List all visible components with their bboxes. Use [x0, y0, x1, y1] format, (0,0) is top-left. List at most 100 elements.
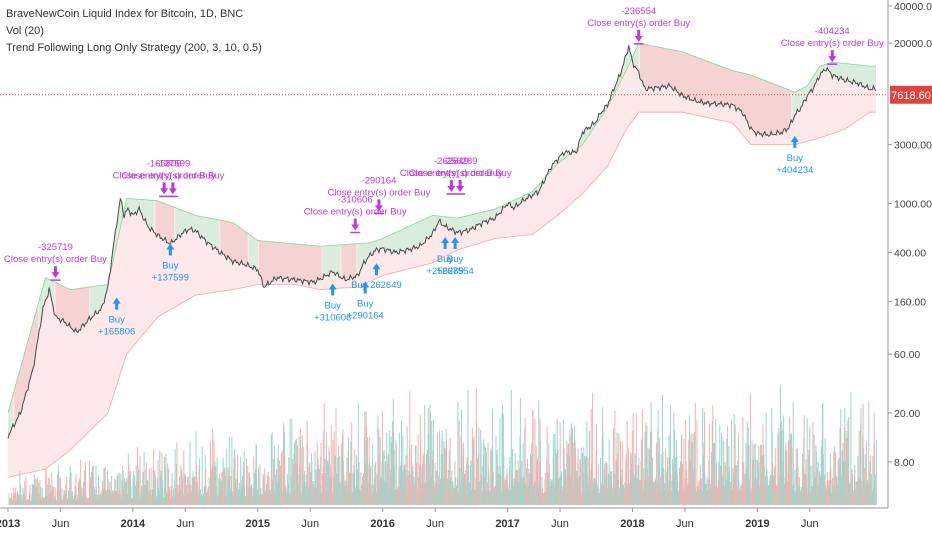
volume-bar	[852, 473, 854, 505]
volume-bar	[704, 411, 705, 505]
volume-bar	[36, 486, 37, 505]
band-fill-13	[640, 43, 792, 135]
volume-bar	[834, 446, 836, 505]
volume-bar	[541, 476, 543, 505]
volume-bar	[617, 453, 618, 505]
volume-bar	[863, 448, 865, 505]
volume-bar	[822, 454, 824, 505]
volume-bar	[537, 458, 538, 505]
volume-bar	[199, 458, 201, 505]
volume-bar	[212, 429, 214, 505]
volume-bar	[424, 404, 426, 505]
volume-bar	[352, 472, 354, 505]
close-label: Close entry(s) order Buy	[587, 18, 690, 29]
volume-bar	[351, 422, 353, 505]
close-arrow	[447, 179, 456, 192]
upper-band-line	[7, 42, 876, 414]
volume-bar	[770, 474, 771, 505]
volume-bar	[500, 475, 502, 505]
volume-bar	[398, 432, 400, 505]
volume-bar	[614, 410, 616, 505]
volume-bar	[165, 453, 167, 505]
volume-bar	[416, 463, 418, 505]
volume-bar	[592, 392, 594, 505]
volume-bar	[788, 440, 790, 505]
volume-bars	[8, 385, 877, 505]
volume-bar	[848, 417, 850, 505]
volume-bar	[402, 435, 404, 505]
volume-bar	[461, 471, 463, 505]
volume-bar	[45, 470, 47, 505]
close-arrow	[374, 199, 383, 212]
volume-bar	[636, 478, 638, 505]
volume-bar	[604, 463, 606, 505]
buy-label: +137599	[152, 272, 189, 283]
volume-bar	[634, 456, 636, 505]
volume-bar	[381, 411, 383, 505]
buy-arrow	[790, 135, 799, 148]
volume-bar	[694, 403, 696, 505]
buy-label: +310606	[314, 313, 351, 324]
volume-bar	[68, 490, 70, 505]
volume-bar	[250, 486, 252, 505]
volume-bar	[858, 430, 860, 505]
volume-bar	[632, 413, 634, 505]
volume-bar	[193, 476, 195, 505]
chart-legend: BraveNewCoin Liquid Index for Bitcoin, 1…	[6, 6, 262, 57]
volume-bar	[535, 445, 537, 505]
volume-bar	[36, 476, 38, 505]
volume-bar	[358, 462, 360, 505]
volume-bar	[138, 470, 140, 505]
volume-bar	[405, 475, 407, 505]
volume-bar	[415, 445, 417, 505]
buy-marker-0: Buy+165806	[98, 297, 135, 338]
volume-bar	[31, 483, 33, 505]
volume-bar	[14, 492, 16, 505]
volume-bar	[115, 491, 117, 505]
volume-bar	[841, 450, 843, 505]
volume-bar	[860, 408, 862, 505]
volume-bar	[759, 444, 761, 505]
volume-bar	[693, 469, 694, 505]
volume-bar	[157, 459, 159, 505]
close-label: Close entry(s) order Buy	[113, 170, 216, 181]
volume-bar	[224, 475, 226, 505]
y-tick-label: 20.00	[894, 408, 920, 420]
volume-bar	[268, 476, 270, 505]
volume-bar	[215, 466, 217, 505]
volume-bar	[363, 473, 364, 505]
volume-bar	[424, 464, 426, 505]
band-fill-10	[322, 244, 341, 278]
close-marker-1: Close entry(s) order Buy-165806	[113, 158, 216, 198]
volume-bar	[735, 464, 737, 505]
volume-bar	[874, 474, 876, 505]
volume-bar	[606, 463, 608, 505]
volume-bar	[791, 447, 793, 505]
volume-bar	[564, 468, 566, 505]
volume-bar	[569, 429, 571, 505]
volume-bar	[235, 479, 237, 505]
buy-marker-6: Buy+267554	[436, 237, 474, 277]
volume-bar	[735, 465, 736, 505]
volume-bar	[149, 489, 151, 505]
buy-label: Buy	[437, 254, 454, 265]
buy-label: +290164	[347, 311, 384, 322]
band-fill-2	[39, 277, 55, 332]
buy-marker-1: Buy+137599	[152, 243, 189, 283]
x-tick-label: 2018	[620, 518, 644, 530]
volume-bar	[129, 474, 131, 505]
volume-bar	[159, 476, 161, 505]
volume-bar	[512, 448, 514, 505]
volume-bar	[874, 443, 875, 505]
volume-bar	[92, 465, 94, 505]
volume-bar	[676, 474, 678, 505]
volume-bar	[524, 417, 526, 505]
volume-bar	[854, 465, 856, 505]
volume-bar	[746, 421, 748, 505]
close-label: -256289	[443, 156, 478, 167]
volume-bar	[114, 479, 116, 505]
volume-bar	[237, 455, 239, 505]
volume-bar	[271, 432, 273, 505]
